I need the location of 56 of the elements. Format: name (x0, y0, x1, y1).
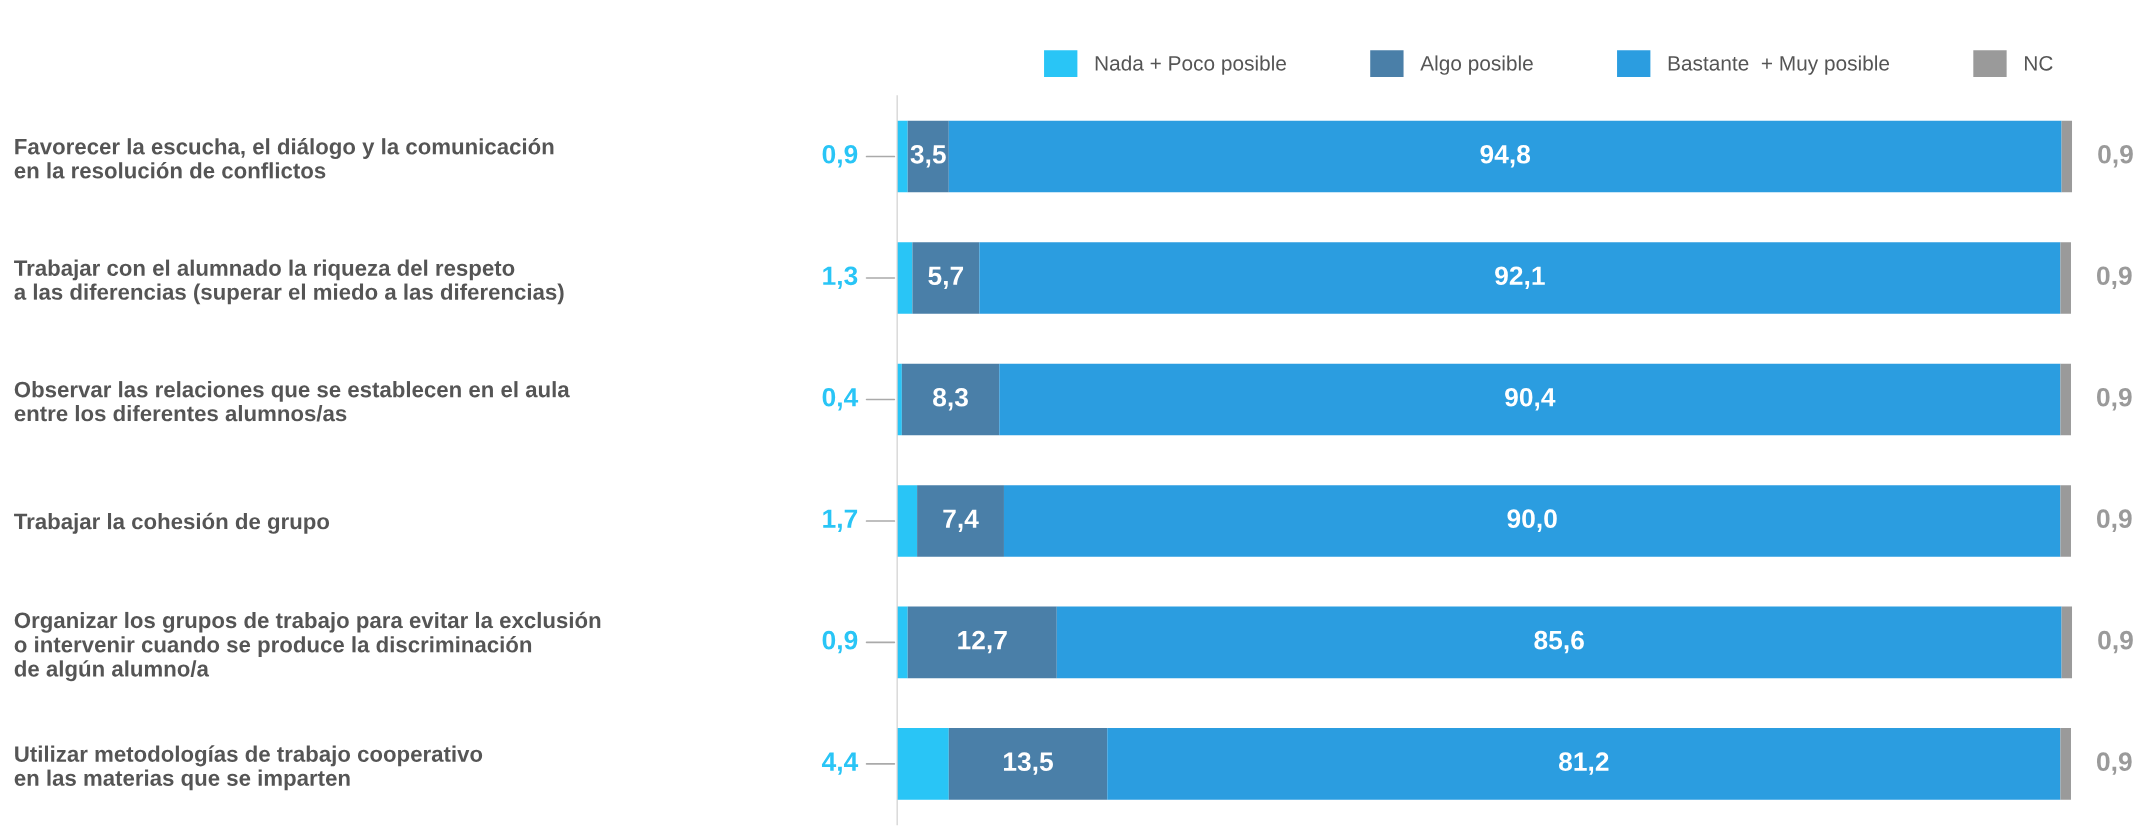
bar (917, 485, 1004, 557)
bar (897, 242, 913, 314)
data-label: 0,9 (2097, 266, 2132, 289)
data-label: 92,1 (1495, 266, 1545, 289)
data-label: 0,9 (2097, 509, 2132, 532)
y-tick-label: Trabajar con el alumnado la riqueza del respeto a las diferencias (superar el miedo a las diferencias) (14, 259, 564, 305)
bar (1056, 606, 2062, 679)
bar (907, 606, 1057, 679)
y-tick-label: Favorecer la escucha, el diálogo y la comunicación en la resolución de conflictos (14, 137, 554, 179)
bar (897, 606, 908, 679)
bar (2061, 120, 2073, 193)
y-tick-label: Trabajar la cohesión de grupo (14, 512, 330, 534)
data-label: 0,9 (822, 144, 858, 168)
bar (979, 242, 2061, 314)
data-label: 5,7 (928, 266, 964, 289)
bar (948, 120, 2062, 193)
data-label: 8,3 (933, 387, 968, 411)
y-tick-label: Observar las relaciones que se establecen en el aula entre los diferentes alumnos/as (14, 381, 570, 422)
bar (1107, 728, 2061, 800)
bar (2060, 485, 2071, 557)
bar (912, 242, 980, 314)
data-label: 0,9 (822, 630, 858, 654)
legend-label: NC (2025, 55, 2053, 71)
legend-label: Bastante + Muy posible (1668, 55, 1890, 75)
data-label: 13,5 (1004, 752, 1053, 775)
bar (901, 363, 1000, 436)
y-tick-label: Organizar los grupos de trabajo para evitar la exclusión o intervenir cuando se produce la discriminación de algún alumno/a (14, 611, 601, 682)
data-label: 12,7 (958, 630, 1007, 654)
data-label: 4,4 (821, 752, 859, 775)
data-label: 81,2 (1558, 752, 1609, 775)
data-label: 0,9 (2098, 144, 2133, 168)
data-label: 3,5 (910, 144, 946, 168)
bar (897, 728, 949, 800)
data-label: 0,9 (2097, 752, 2132, 775)
data-label: 90,4 (1505, 387, 1556, 411)
bar (2060, 728, 2071, 800)
bar (1003, 485, 2061, 557)
data-label: 94,8 (1480, 144, 1531, 168)
legend-label: Algo posible (1420, 55, 1533, 75)
data-label: 85,6 (1534, 630, 1584, 654)
bar (2061, 606, 2073, 679)
bar (897, 485, 918, 557)
data-label: 90,0 (1507, 509, 1557, 532)
data-label: 1,7 (823, 509, 858, 532)
bar (2060, 363, 2071, 436)
data-label: 1,3 (823, 266, 858, 289)
bar (948, 728, 1108, 800)
legend-label: Nada + Poco posible (1095, 55, 1286, 75)
data-label: 0,4 (822, 387, 859, 411)
data-label: 0,9 (2097, 387, 2132, 411)
y-tick-label: Utilizar metodologías de trabajo cooperativo en las materias que se imparten (14, 745, 483, 791)
bar (897, 120, 908, 193)
data-label: 7,4 (943, 509, 979, 532)
bar (999, 363, 2061, 436)
data-label: 0,9 (2098, 630, 2133, 654)
bar (2060, 242, 2071, 314)
